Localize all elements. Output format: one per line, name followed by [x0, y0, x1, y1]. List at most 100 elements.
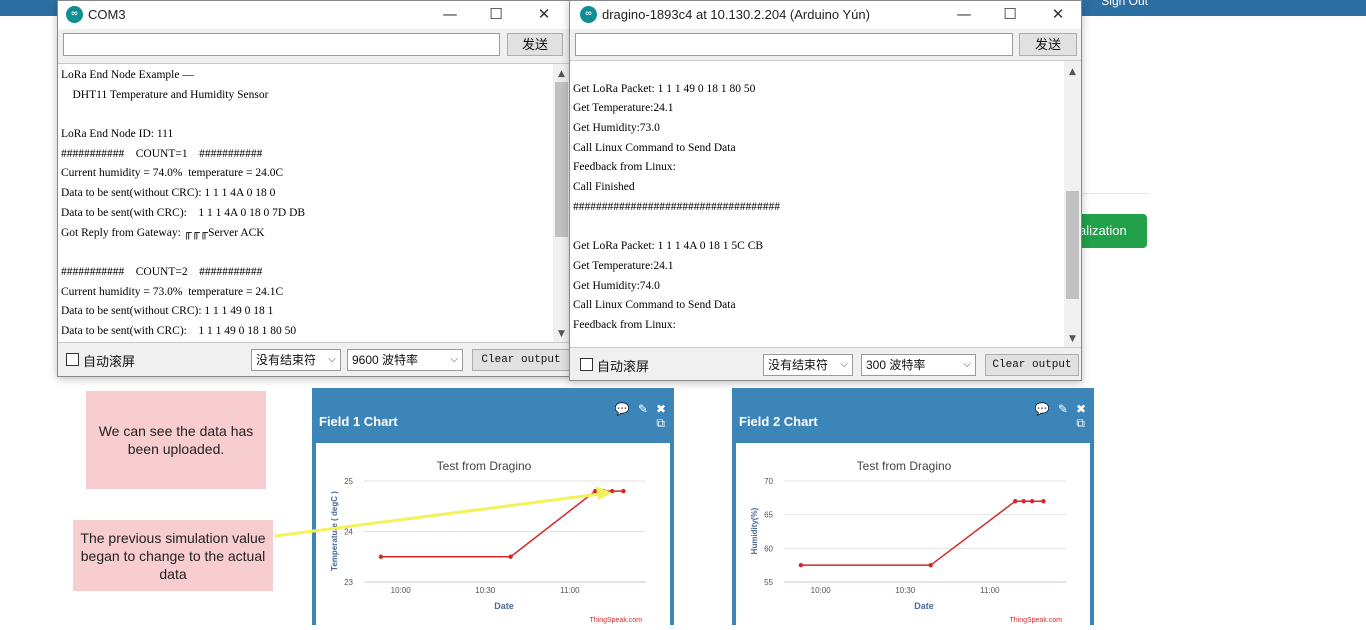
baud-select[interactable]: 9600 波特率 ⌵: [347, 349, 463, 371]
x-axis-label: Date: [914, 601, 934, 611]
send-button[interactable]: 发送: [1019, 33, 1077, 56]
y-axis-label: Humidity(%): [750, 507, 759, 554]
field2-chart-widget: Field 2 Chart 💬 ✎ ✖ ⧉ Test from Dragino 55 6…: [732, 388, 1094, 625]
y-tick-label: 70: [764, 477, 773, 486]
autoscroll-label: 自动滚屏: [597, 359, 650, 374]
output-line: Feedback from Linux:: [573, 318, 676, 331]
send-input[interactable]: [575, 33, 1013, 56]
data-point: [1029, 499, 1035, 504]
close-icon[interactable]: ✕: [537, 5, 551, 23]
y-axis-label: Temperature ( degC ): [330, 491, 339, 571]
line-ending-value: 没有结束符: [768, 358, 829, 372]
minimize-icon[interactable]: —: [442, 5, 458, 23]
scrollbar[interactable]: ▲ ▼: [553, 64, 570, 342]
output-line: Get LoRa Packet: 1 1 1 49 0 18 1 80 50: [573, 82, 756, 95]
autoscroll-checkbox[interactable]: [66, 353, 79, 366]
send-input[interactable]: [63, 33, 500, 56]
chart-title: Test from Dragino: [857, 459, 952, 473]
field1-chart-widget: Field 1 Chart 💬 ✎ ✖ ⧉ Test from Dragino 23 2…: [312, 388, 674, 625]
chart-credit: ThingSpeak.com: [589, 617, 642, 624]
external-link-icon[interactable]: ⧉: [1076, 416, 1085, 430]
annotation-note: The previous simulation value began to c…: [73, 520, 273, 591]
autoscroll-checkbox[interactable]: [580, 358, 593, 371]
arduino-icon: ∞: [580, 6, 597, 23]
output-line: Get Temperature:24.1: [573, 259, 674, 272]
widget-toolbar: 💬 ✎ ✖: [1027, 402, 1086, 416]
scroll-up-icon[interactable]: ▲: [1069, 67, 1076, 77]
scroll-down-icon[interactable]: ▼: [1069, 334, 1076, 344]
data-point: [593, 488, 598, 494]
serial-output[interactable]: LoRa End Node Example — DHT11 Temperatur…: [58, 63, 570, 343]
chart-title: Test from Dragino: [437, 459, 532, 473]
data-point: [1021, 499, 1026, 504]
minimize-icon[interactable]: —: [956, 5, 972, 23]
comment-icon[interactable]: 💬: [1034, 402, 1050, 416]
window-title: dragino-1893c4 at 10.130.2.204 (Arduino …: [602, 7, 870, 22]
baud-value: 9600 波特率: [352, 353, 419, 367]
baud-select[interactable]: 300 波特率 ⌵: [861, 354, 976, 376]
scrollbar[interactable]: ▲ ▼: [1064, 61, 1081, 347]
output-line: Data to be sent(without CRC): 1 1 1 4A 0…: [61, 187, 276, 200]
data-point: [1041, 499, 1046, 504]
output-line: LoRa End Node ID: 111: [61, 128, 174, 141]
output-line: Call Linux Command to Send Data: [573, 141, 736, 154]
yun-serial-monitor: ∞ dragino-1893c4 at 10.130.2.204 (Arduin…: [569, 0, 1082, 381]
pencil-icon[interactable]: ✎: [1057, 402, 1068, 416]
data-point: [378, 554, 384, 559]
output-line: ########### COUNT=2 ###########: [61, 265, 263, 278]
close-icon[interactable]: ✖: [655, 402, 666, 416]
bottom-controls: 自动滚屏 没有结束符 ⌵ 300 波特率 ⌵ Clear output: [570, 350, 1081, 380]
scroll-up-icon[interactable]: ▲: [558, 69, 565, 79]
external-link-icon[interactable]: ⧉: [656, 416, 665, 430]
x-axis-label: Date: [494, 601, 514, 611]
y-tick-label: 60: [764, 544, 773, 553]
chevron-down-icon: ⌵: [450, 354, 458, 365]
send-row: 发送: [58, 29, 570, 61]
x-tick-label: 11:00: [560, 586, 580, 595]
chart-area: Test from Dragino 55 60 65 70 10:00 10:30 11:00…: [736, 443, 1090, 625]
pencil-icon[interactable]: ✎: [637, 402, 648, 416]
scroll-down-icon[interactable]: ▼: [558, 329, 565, 339]
note-text: We can see the data has been uploaded.: [98, 423, 254, 457]
bottom-controls: 自动滚屏 没有结束符 ⌵ 9600 波特率 ⌵ Clear output: [58, 345, 570, 375]
visualization-button[interactable]: alization: [1075, 214, 1147, 248]
maximize-icon[interactable]: ☐: [489, 5, 503, 23]
x-tick-label: 10:00: [391, 586, 412, 595]
output-line: Get LoRa Packet: 1 1 1 4A 0 18 1 5C CB: [573, 240, 764, 253]
divider: [1080, 193, 1150, 194]
line-ending-select[interactable]: 没有结束符 ⌵: [251, 349, 341, 371]
close-icon[interactable]: ✕: [1051, 5, 1065, 23]
send-row: 发送: [570, 29, 1081, 61]
y-tick-label: 65: [764, 511, 773, 520]
arduino-icon: ∞: [66, 6, 83, 23]
y-tick-label: 23: [344, 578, 353, 587]
autoscroll-label: 自动滚屏: [83, 354, 136, 369]
window-title: COM3: [88, 7, 126, 22]
serial-output[interactable]: Get LoRa Packet: 1 1 1 49 0 18 1 80 50 Ge…: [570, 60, 1081, 348]
clear-output-button[interactable]: Clear output: [985, 354, 1079, 376]
comment-icon[interactable]: 💬: [614, 402, 630, 416]
send-button[interactable]: 发送: [507, 33, 563, 56]
chart-credit: ThingSpeak.com: [1009, 617, 1062, 624]
output-line: Current humidity = 73.0% temperature = 2…: [61, 285, 284, 298]
close-icon[interactable]: ✖: [1075, 402, 1086, 416]
com3-serial-monitor: ∞ COM3 — ☐ ✕ 发送 LoRa End Node Example — …: [57, 0, 571, 377]
y-tick-label: 25: [344, 477, 353, 486]
scroll-thumb[interactable]: [555, 82, 568, 237]
output-line: Data to be sent(with CRC): 1 1 1 49 0 18…: [61, 324, 297, 337]
x-tick-label: 11:00: [980, 586, 1000, 595]
maximize-icon[interactable]: ☐: [1003, 5, 1017, 23]
output-line: ########### COUNT=1 ###########: [61, 147, 263, 160]
baud-value: 300 波特率: [866, 358, 926, 372]
data-point: [798, 562, 804, 568]
data-point: [1013, 499, 1018, 504]
output-line: Feedback from Linux:: [573, 161, 676, 174]
chevron-down-icon: ⌵: [840, 359, 848, 370]
sign-out-link[interactable]: Sign Out: [1101, 0, 1148, 8]
line-ending-select[interactable]: 没有结束符 ⌵: [763, 354, 853, 376]
data-point: [508, 554, 513, 559]
output-line: Data to be sent(without CRC): 1 1 1 49 0…: [61, 305, 274, 318]
scroll-thumb[interactable]: [1066, 191, 1079, 299]
x-tick-label: 10:00: [811, 586, 832, 595]
widget-title: Field 2 Chart: [739, 414, 818, 429]
